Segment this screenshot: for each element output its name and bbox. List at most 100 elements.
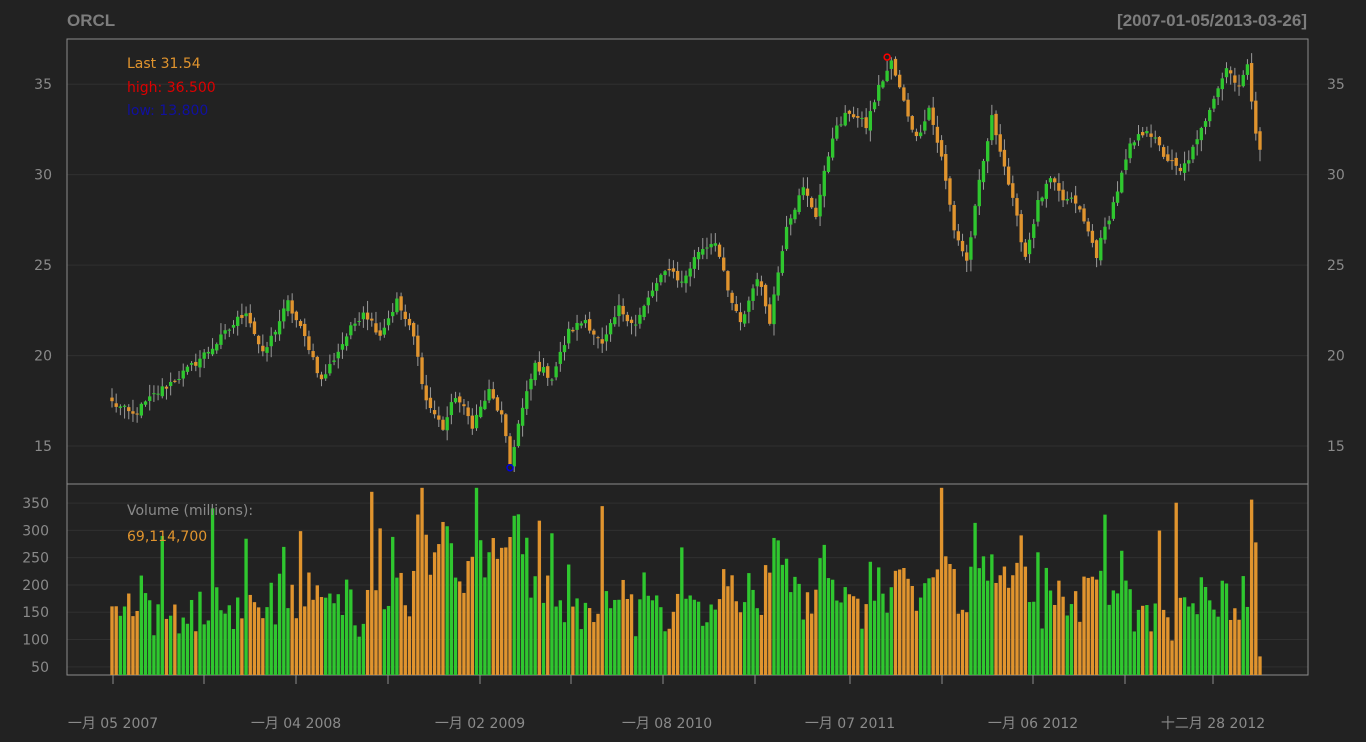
- candle-body: [994, 113, 998, 136]
- volume-bar: [902, 567, 906, 675]
- x-axis: 一月 05 2007 一月 04 2008 一月 02 2009 一月 08 2010…: [68, 675, 1265, 732]
- volume-bar: [914, 610, 919, 675]
- candle-body: [776, 272, 780, 296]
- volume-bar: [1120, 550, 1124, 675]
- candle-body: [847, 110, 852, 114]
- volume-bar: [210, 508, 215, 675]
- volume-bar: [868, 561, 873, 675]
- candle-body: [759, 281, 764, 287]
- volume-bar: [667, 628, 671, 675]
- candle-body: [1216, 88, 1220, 98]
- volume-bar: [118, 615, 123, 675]
- volume-bar: [1069, 604, 1074, 675]
- candle-body: [881, 81, 885, 88]
- volume-bar: [1224, 583, 1229, 675]
- candle-body: [269, 335, 273, 347]
- candle-body: [1032, 224, 1036, 238]
- volume-bar: [449, 543, 454, 675]
- volume-bar: [357, 636, 361, 675]
- candle-body: [742, 314, 747, 324]
- volume-bar: [734, 601, 738, 675]
- candle-body: [382, 327, 387, 335]
- candle-body: [793, 209, 797, 220]
- volume-tick-label: 350: [22, 496, 49, 512]
- candle-body: [290, 300, 294, 314]
- volume-bar: [215, 587, 219, 675]
- candle-body: [344, 336, 349, 346]
- volume-bar: [529, 597, 533, 675]
- candle-body: [935, 126, 940, 143]
- volume-bar: [1053, 604, 1057, 675]
- x-tick-label: 一月 08 2010: [622, 716, 712, 732]
- volume-bar: [202, 624, 206, 675]
- volume-bar: [391, 536, 395, 675]
- volume-bar: [977, 568, 981, 675]
- volume-bar: [294, 618, 299, 675]
- volume-bar: [122, 606, 127, 675]
- price-tick-label: 30: [34, 168, 52, 184]
- candle-body: [311, 351, 315, 358]
- candle-body: [902, 87, 906, 101]
- candle-body: [634, 324, 638, 326]
- volume-tick-label: 250: [22, 551, 49, 567]
- volume-bar: [856, 598, 860, 675]
- candle-body: [910, 116, 914, 130]
- volume-bar: [282, 546, 286, 675]
- candle-body: [600, 339, 604, 344]
- volume-bar: [1048, 590, 1053, 675]
- volume-bar: [1061, 596, 1065, 675]
- candle-body: [801, 187, 805, 196]
- volume-bar: [617, 599, 621, 675]
- volume-title: Volume (millions):: [127, 503, 253, 519]
- candle-body: [143, 401, 148, 405]
- candle-body: [1199, 127, 1204, 141]
- candle-body: [688, 268, 692, 277]
- volume-bar: [684, 598, 688, 675]
- volume-bar: [441, 521, 445, 675]
- candle-body: [608, 323, 613, 335]
- candle-body: [696, 251, 701, 260]
- candle-body: [294, 311, 299, 321]
- candle-body: [680, 281, 684, 283]
- candle-body: [525, 391, 529, 409]
- volume-bar: [985, 580, 990, 675]
- candle-body: [1124, 159, 1128, 171]
- volume-bar: [261, 618, 265, 675]
- volume-bar: [361, 623, 366, 675]
- volume-bar: [470, 556, 474, 675]
- low-marker: [506, 463, 514, 472]
- volume-bar: [1187, 606, 1191, 675]
- volume-bar: [290, 584, 294, 675]
- volume-bar: [1161, 609, 1166, 675]
- candle-body: [319, 374, 324, 380]
- candle-body: [579, 323, 583, 326]
- volume-bar: [1166, 617, 1170, 675]
- candle-body: [713, 243, 718, 246]
- volume-bar: [1023, 566, 1028, 675]
- volume-bar: [994, 582, 998, 675]
- volume-bar: [1249, 499, 1254, 675]
- volume-bar: [571, 606, 575, 675]
- candle-body: [558, 351, 562, 364]
- volume-bar: [1216, 616, 1220, 675]
- price-tick-label: 20: [1327, 349, 1345, 365]
- volume-bar: [604, 591, 609, 675]
- volume-bar: [1044, 567, 1048, 675]
- volume-bar: [487, 552, 491, 675]
- volume-bar: [1212, 609, 1216, 675]
- candle-body: [1228, 70, 1233, 74]
- candle-body: [784, 226, 789, 250]
- candle-body: [1120, 172, 1124, 193]
- candle-body: [554, 366, 558, 378]
- candle-body: [298, 321, 303, 327]
- volume-bar: [1195, 614, 1199, 675]
- candle-body: [864, 117, 868, 129]
- volume-bar: [1015, 562, 1019, 675]
- candle-body: [985, 141, 990, 162]
- volume-bar: [1124, 580, 1128, 675]
- volume-bar: [273, 624, 278, 675]
- candle-body: [365, 312, 370, 320]
- candle-body: [1208, 109, 1212, 122]
- volume-bar: [324, 597, 328, 675]
- volume-bar: [353, 625, 357, 675]
